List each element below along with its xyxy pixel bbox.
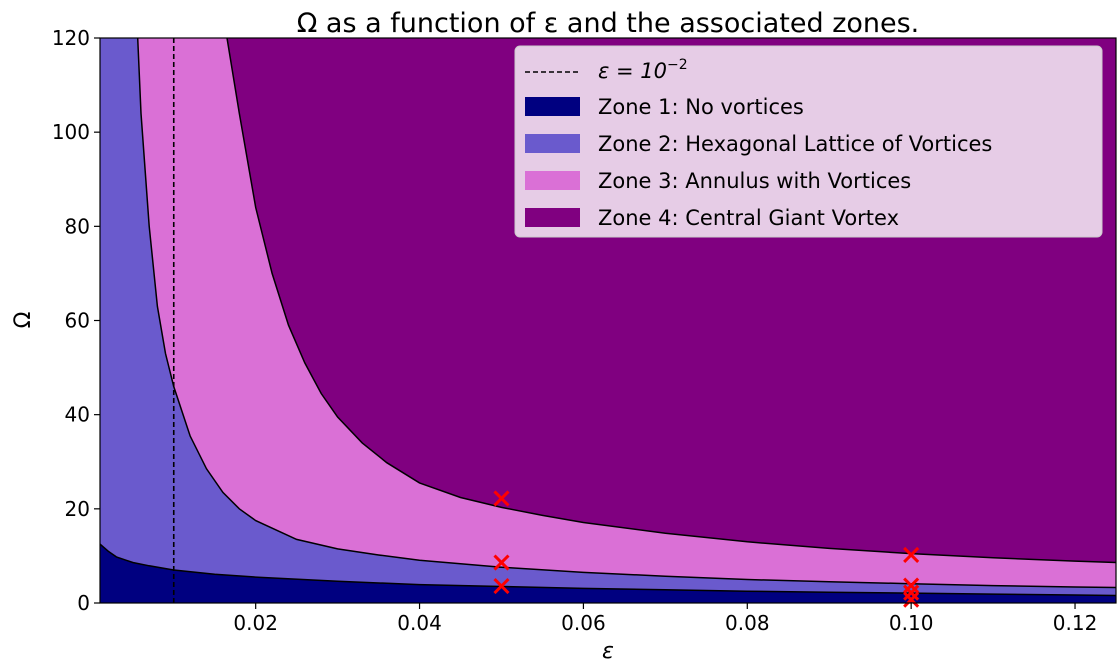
boundary-line-3: [226, 38, 1116, 564]
legend-items: Zone 1: No vortices Zone 2: Hexagonal Lat…: [525, 95, 992, 230]
legend-label-zone-2: Zone 2: Hexagonal Lattice of Vortices: [598, 132, 992, 156]
x-axis-label: ε: [602, 639, 614, 664]
marker-1: [493, 490, 510, 507]
legend-label-zone-1: Zone 1: No vortices: [598, 95, 804, 119]
zone-1-fill: [100, 544, 1116, 603]
legend-swatch-zone-1: [525, 97, 580, 116]
x-tick-label: 0.08: [725, 611, 770, 635]
y-tick-label: 20: [65, 497, 90, 521]
x-tick-label: 0.06: [561, 611, 606, 635]
y-tick-label: 100: [52, 120, 90, 144]
y-tick-label: 80: [65, 214, 90, 238]
x-tick-label: 0.12: [1053, 611, 1098, 635]
marker-4: [903, 546, 920, 564]
marker-7: [903, 591, 920, 608]
y-tick-label: 0: [77, 591, 90, 615]
y-axis-label: Ω: [11, 312, 36, 329]
legend: ε = 10−2 Zone 1: No vortices Zone 2: Hexa…: [514, 45, 1103, 238]
zone-3-fill: [100, 38, 1116, 603]
legend-label-zone-4: Zone 4: Central Giant Vortex: [598, 206, 899, 230]
legend-reference-base: ε = 10: [598, 59, 667, 83]
marker-2: [493, 554, 510, 571]
y-tick-label: 60: [65, 309, 90, 333]
legend-label-reference-line: ε = 10−2: [598, 57, 688, 83]
x-tick-label: 0.04: [397, 611, 442, 635]
legend-label-zone-3: Zone 3: Annulus with Vortices: [598, 169, 911, 193]
legend-swatch-zone-4: [525, 208, 580, 227]
y-tick-label: 40: [65, 403, 90, 427]
y-axis-ticks: 0 20 40 60 80 100 120: [52, 26, 100, 615]
legend-reference-exponent: −2: [667, 57, 688, 73]
chart-title: Ω as a function of ε and the associated …: [297, 8, 920, 39]
zone-2-fill: [100, 38, 1116, 603]
y-tick-label: 120: [52, 26, 90, 50]
x-tick-label: 0.02: [233, 611, 278, 635]
markers: [493, 490, 920, 608]
x-axis-ticks: 0.02 0.04 0.06 0.08 0.10 0.12: [233, 603, 1097, 635]
legend-swatch-zone-3: [525, 171, 580, 190]
legend-swatch-zone-2: [525, 134, 580, 153]
marker-3: [493, 577, 510, 595]
legend-box: [514, 45, 1103, 238]
x-tick-label: 0.10: [889, 611, 934, 635]
boundary-line-2: [136, 38, 1116, 589]
marker-6: [903, 584, 920, 601]
marker-5: [903, 577, 920, 594]
